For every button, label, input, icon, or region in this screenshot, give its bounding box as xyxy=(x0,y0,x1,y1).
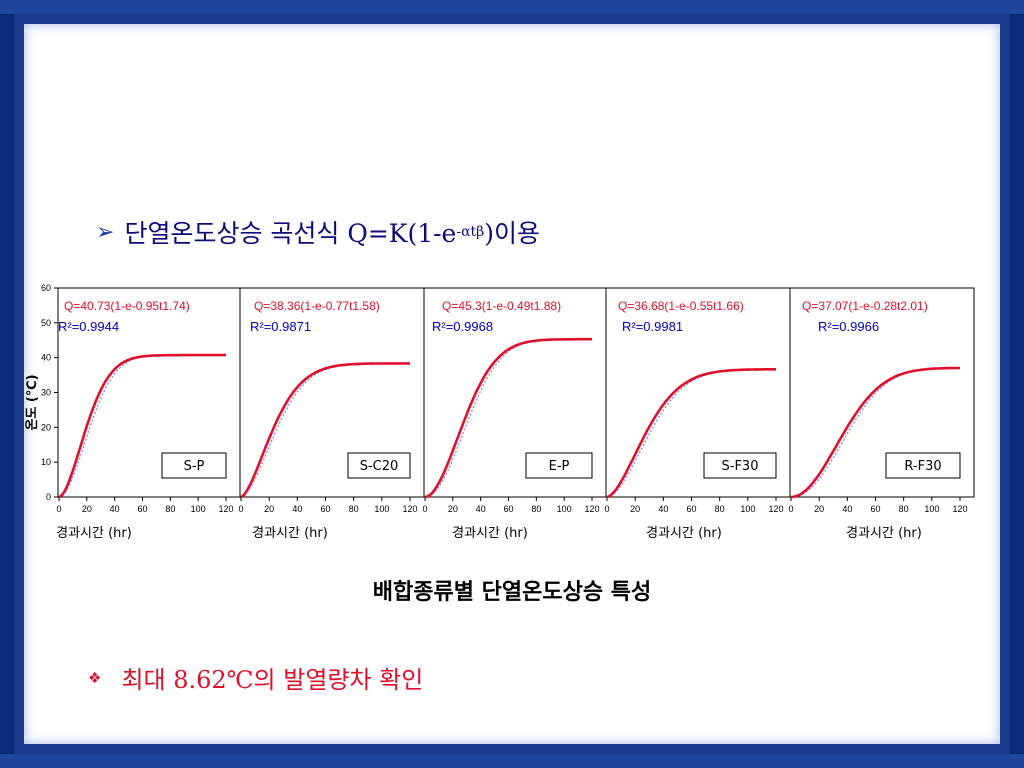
diamond-bullet-icon: ❖ xyxy=(88,668,102,687)
y-tick-label: 10 xyxy=(41,457,51,467)
x-tick-label: 80 xyxy=(165,504,175,514)
r-squared: R²=0.9968 xyxy=(432,319,493,334)
y-axis-label: 온도 (℃) xyxy=(25,374,40,430)
chart-panel-s-p: 0 20 40 60 80 100 120 0 10 20 30 40 50 60 온도 (℃) Q=40.7… xyxy=(25,283,241,541)
x-tick-label: 120 xyxy=(768,504,783,514)
x-tick-label: 20 xyxy=(82,504,92,514)
fit-equation: Q=38.36(1-e-0.77t1.58) xyxy=(254,299,380,313)
background-band-top xyxy=(0,0,1024,14)
series-label: S-P xyxy=(184,459,205,474)
x-tick-label: 80 xyxy=(531,504,541,514)
x-tick-label: 0 xyxy=(238,504,243,514)
x-tick-label: 60 xyxy=(137,504,147,514)
x-axis-label: 경과시간 (hr) xyxy=(452,526,528,541)
series-label-box xyxy=(347,452,411,479)
fit-equation: Q=36.68(1-e-0.55t1.66) xyxy=(618,299,744,313)
y-tick-label: 60 xyxy=(41,283,51,293)
x-tick-label: 20 xyxy=(264,504,274,514)
series-label: E-P xyxy=(549,459,570,474)
fit-series xyxy=(240,362,410,499)
x-tick-label: 40 xyxy=(658,504,668,514)
x-tick-label: 0 xyxy=(788,504,793,514)
x-axis-label: 경과시간 (hr) xyxy=(56,526,132,541)
y-tick-label: 0 xyxy=(46,492,51,502)
x-tick-label: 120 xyxy=(584,504,599,514)
x-tick-label: 100 xyxy=(740,504,755,514)
chart-panel-r-f30: 0 20 40 60 80 100 120 Q=37.07(1-e-0.28t2.01) R²=… xyxy=(788,287,975,541)
background-band-bottom xyxy=(0,754,1024,768)
adiabatic-temperature-charts: 0 20 40 60 80 100 120 0 10 20 30 40 50 60 온도 (℃) Q=40.7… xyxy=(25,283,975,541)
x-axis-label: 경과시간 (hr) xyxy=(846,526,922,541)
x-tick-label: 40 xyxy=(842,504,852,514)
x-tick-label: 100 xyxy=(191,504,206,514)
x-tick-label: 80 xyxy=(899,504,909,514)
y-tick-label: 50 xyxy=(41,318,51,328)
heading-exponent: -αtβ xyxy=(456,224,485,240)
x-tick-label: 60 xyxy=(320,504,330,514)
slide: ➢ 단열온도상승 곡선식 Q=K(1-e -αtβ)이용 0 20 40 60 80 100… xyxy=(24,24,1000,744)
x-tick-label: 40 xyxy=(110,504,120,514)
chart-panel-s-f30: 0 20 40 60 80 100 120 Q=36.68(1-e-0.55t1.66) R²=… xyxy=(604,287,791,541)
r-squared: R²=0.9871 xyxy=(250,319,311,334)
x-tick-label: 40 xyxy=(292,504,302,514)
x-tick-label: 60 xyxy=(686,504,696,514)
slide-heading: ➢ 단열온도상승 곡선식 Q=K(1-e -αtβ)이용 xyxy=(96,212,540,252)
fit-series xyxy=(424,337,592,499)
fit-series xyxy=(790,366,960,499)
fit-equation: Q=37.07(1-e-0.28t2.01) xyxy=(802,299,928,313)
heading-suffix: )이용 xyxy=(484,219,541,248)
chart-panel-s-c20: 0 20 40 60 80 100 120 Q=38.36(1-e-0.77t1.58) R²=… xyxy=(238,287,425,541)
heading-prefix: 단열온도상승 곡선식 Q=K(1-e xyxy=(124,219,457,248)
r-squared: R²=0.9944 xyxy=(58,319,119,334)
fit-series xyxy=(606,368,776,499)
x-tick-label: 20 xyxy=(814,504,824,514)
series-label: S-C20 xyxy=(360,459,399,474)
series-label: R-F30 xyxy=(904,459,941,474)
x-tick-label: 80 xyxy=(715,504,725,514)
y-tick-label: 30 xyxy=(41,388,51,398)
conclusion-text: 최대 8.62℃의 발열량차 확인 xyxy=(121,666,424,694)
series-label: S-F30 xyxy=(722,459,759,474)
series-label-box xyxy=(161,452,227,479)
x-tick-label: 20 xyxy=(630,504,640,514)
x-tick-label: 120 xyxy=(952,504,967,514)
x-tick-label: 20 xyxy=(448,504,458,514)
measured-series xyxy=(606,368,776,498)
panel-frame xyxy=(789,287,975,498)
r-squared: R²=0.9966 xyxy=(818,319,879,334)
y-tick-label: 20 xyxy=(41,422,51,432)
x-tick-label: 0 xyxy=(56,504,61,514)
fit-series xyxy=(58,353,226,499)
x-axis-label: 경과시간 (hr) xyxy=(252,526,328,541)
x-tick-label: 120 xyxy=(402,504,417,514)
series-label-box xyxy=(703,452,777,479)
x-tick-label: 100 xyxy=(924,504,939,514)
x-tick-label: 0 xyxy=(604,504,609,514)
y-tick-label: 40 xyxy=(41,353,51,363)
conclusion-bullet: ❖ 최대 8.62℃의 발열량차 확인 xyxy=(88,660,423,695)
x-tick-label: 0 xyxy=(422,504,427,514)
x-tick-label: 40 xyxy=(476,504,486,514)
chart-panel-e-p: 0 20 40 60 80 100 120 Q=45.3(1-e-0.49t1.88) R²=0… xyxy=(422,287,607,541)
arrow-bullet-icon: ➢ xyxy=(96,219,115,245)
x-tick-label: 60 xyxy=(870,504,880,514)
r-squared: R²=0.9981 xyxy=(622,319,683,334)
fit-equation: Q=40.73(1-e-0.95t1.74) xyxy=(64,299,190,313)
x-tick-label: 80 xyxy=(349,504,359,514)
series-label-box xyxy=(885,452,961,479)
fit-equation: Q=45.3(1-e-0.49t1.88) xyxy=(442,299,561,313)
figure-caption: 배합종류별 단열온도상승 특성 xyxy=(372,579,652,605)
x-tick-label: 100 xyxy=(557,504,572,514)
x-tick-label: 100 xyxy=(374,504,389,514)
series-label-box xyxy=(525,452,593,479)
x-tick-label: 120 xyxy=(218,504,233,514)
x-axis-label: 경과시간 (hr) xyxy=(646,526,722,541)
x-tick-label: 60 xyxy=(503,504,513,514)
